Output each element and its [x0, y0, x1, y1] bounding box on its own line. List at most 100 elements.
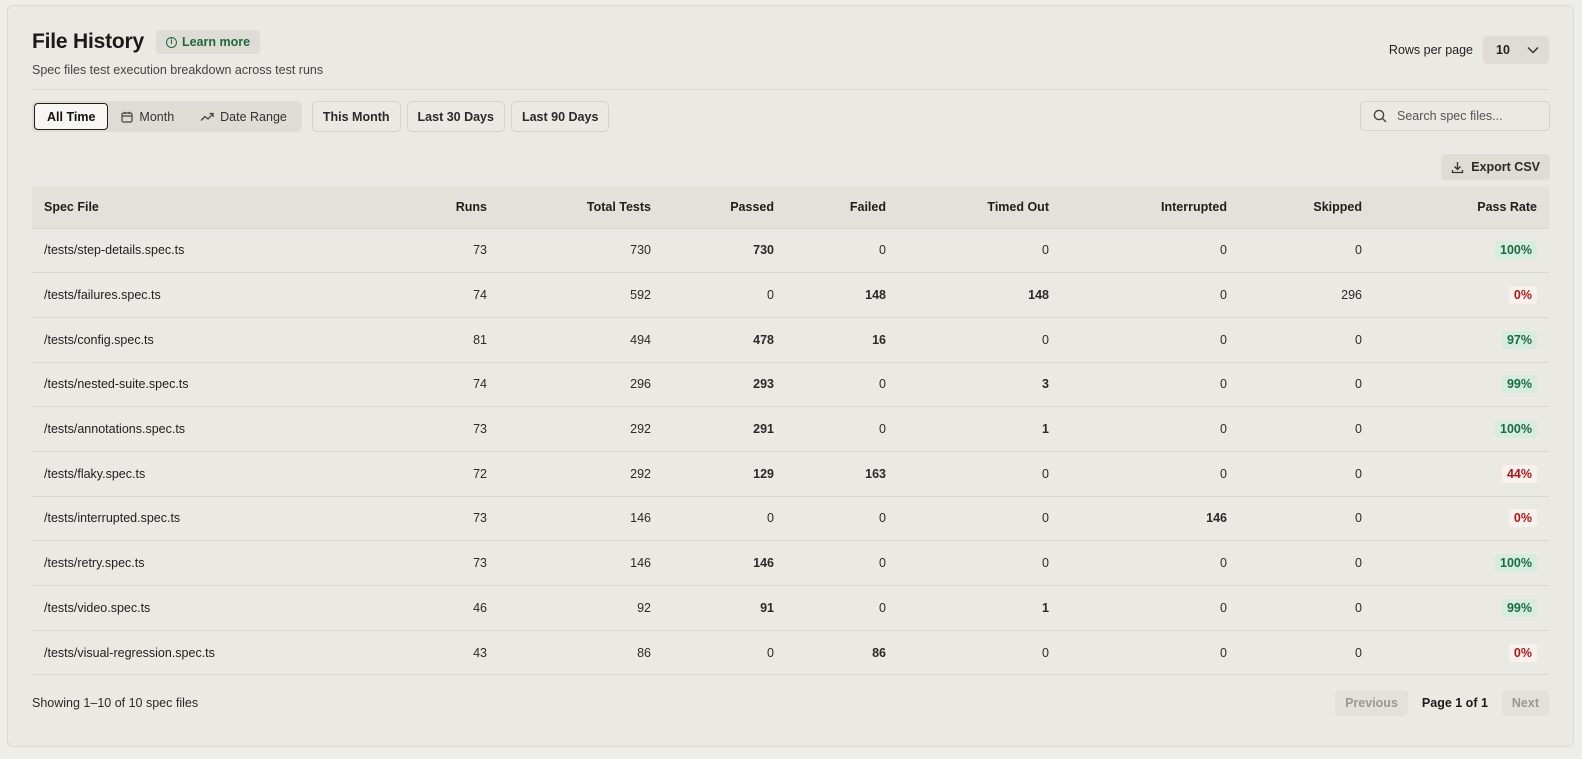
runs-cell: 73	[402, 228, 499, 274]
total-tests-cell: 592	[499, 272, 663, 318]
column-header[interactable]: Skipped	[1239, 187, 1374, 229]
failed-cell: 163	[786, 451, 898, 497]
runs-cell: 73	[402, 496, 499, 542]
calendar-icon	[121, 111, 134, 123]
search-input[interactable]	[1397, 109, 1537, 123]
table-row[interactable]: /tests/step-details.spec.ts 73 730 730 0…	[32, 228, 1549, 274]
table-row[interactable]: /tests/flaky.spec.ts 72 292 129 163 0 0 …	[32, 451, 1549, 497]
info-icon: i	[165, 36, 177, 48]
timed-out-cell: 1	[898, 585, 1061, 631]
pass-rate-cell: 100%	[1374, 228, 1549, 274]
page-subtitle: Spec files test execution breakdown acro…	[32, 63, 324, 77]
passed-cell: 0	[663, 272, 786, 318]
runs-cell: 74	[402, 272, 499, 318]
total-tests-cell: 92	[499, 585, 663, 631]
pass-rate-cell: 97%	[1374, 317, 1549, 363]
failed-cell: 0	[786, 406, 898, 452]
column-header[interactable]: Failed	[786, 187, 898, 229]
page-header: File History i Learn more Spec files tes…	[32, 28, 1549, 88]
spec-files-table: Spec File Runs Total Tests Passed Failed…	[32, 187, 1549, 676]
segment-date-range[interactable]: Date Range	[187, 103, 300, 130]
trend-icon	[200, 112, 214, 121]
timed-out-cell: 0	[898, 496, 1061, 542]
total-tests-cell: 146	[499, 540, 663, 586]
column-header[interactable]: Total Tests	[499, 187, 663, 229]
pass-rate-badge: 99%	[1501, 598, 1537, 617]
segment-all-time-label: All Time	[47, 109, 96, 124]
spec-file-cell: /tests/failures.spec.ts	[32, 272, 402, 318]
table-row[interactable]: /tests/retry.spec.ts 73 146 146 0 0 0 0 …	[32, 540, 1549, 586]
column-header[interactable]: Spec File	[32, 187, 402, 229]
range-segment: All Time Month Date Range	[32, 101, 302, 132]
pass-rate-badge: 97%	[1501, 330, 1537, 349]
download-icon	[1452, 161, 1464, 173]
table-row[interactable]: /tests/interrupted.spec.ts 73 146 0 0 0 …	[32, 496, 1549, 542]
table-row[interactable]: /tests/visual-regression.spec.ts 43 86 0…	[32, 630, 1549, 676]
chip-last-90-days[interactable]: Last 90 Days	[510, 101, 610, 132]
runs-cell: 81	[402, 317, 499, 363]
pass-rate-badge: 44%	[1501, 464, 1537, 483]
time-filters: All Time Month Date Range This Month Las…	[32, 101, 610, 132]
learn-more-button[interactable]: i Learn more	[155, 30, 261, 54]
previous-button[interactable]: Previous	[1335, 690, 1408, 716]
chip-this-month[interactable]: This Month	[311, 101, 401, 132]
export-csv-label: Export CSV	[1471, 160, 1540, 174]
interrupted-cell: 0	[1061, 406, 1239, 452]
interrupted-cell: 0	[1061, 585, 1239, 631]
pass-rate-badge: 100%	[1495, 241, 1537, 260]
pass-rate-cell: 100%	[1374, 540, 1549, 586]
total-tests-cell: 292	[499, 406, 663, 452]
pass-rate-cell: 0%	[1374, 630, 1549, 676]
spec-file-cell: /tests/flaky.spec.ts	[32, 451, 402, 497]
table-row[interactable]: /tests/video.spec.ts 46 92 91 0 1 0 0 99…	[32, 585, 1549, 631]
segment-all-time[interactable]: All Time	[34, 103, 109, 130]
interrupted-cell: 146	[1061, 496, 1239, 542]
pass-rate-badge: 0%	[1508, 643, 1537, 662]
table-row[interactable]: /tests/nested-suite.spec.ts 74 296 293 0…	[32, 362, 1549, 408]
failed-cell: 0	[786, 362, 898, 408]
failed-cell: 0	[786, 540, 898, 586]
runs-cell: 73	[402, 540, 499, 586]
column-header[interactable]: Passed	[663, 187, 786, 229]
segment-month-label: Month	[139, 109, 175, 124]
skipped-cell: 0	[1239, 406, 1374, 452]
chip-last-30-days[interactable]: Last 30 Days	[406, 101, 505, 132]
timed-out-cell: 0	[898, 317, 1061, 363]
interrupted-cell: 0	[1061, 228, 1239, 274]
next-button[interactable]: Next	[1501, 690, 1549, 716]
spec-file-cell: /tests/nested-suite.spec.ts	[32, 362, 402, 408]
search-box	[1360, 101, 1550, 131]
table-row[interactable]: /tests/config.spec.ts 81 494 478 16 0 0 …	[32, 317, 1549, 363]
timed-out-cell: 148	[898, 272, 1061, 318]
skipped-cell: 0	[1239, 362, 1374, 408]
table-footer: Showing 1–10 of 10 spec files Previous P…	[32, 690, 1549, 716]
interrupted-cell: 0	[1061, 451, 1239, 497]
rows-per-page-value: 10	[1496, 43, 1510, 57]
passed-cell: 730	[663, 228, 786, 274]
passed-cell: 91	[663, 585, 786, 631]
total-tests-cell: 730	[499, 228, 663, 274]
column-header[interactable]: Runs	[402, 187, 499, 229]
timed-out-cell: 3	[898, 362, 1061, 408]
learn-more-label: Learn more	[181, 35, 251, 49]
export-csv-button[interactable]: Export CSV	[1441, 154, 1550, 180]
column-header[interactable]: Pass Rate	[1374, 187, 1549, 229]
passed-cell: 129	[663, 451, 786, 497]
spec-file-cell: /tests/interrupted.spec.ts	[32, 496, 402, 542]
passed-cell: 478	[663, 317, 786, 363]
column-header[interactable]: Interrupted	[1061, 187, 1239, 229]
timed-out-cell: 0	[898, 228, 1061, 274]
pass-rate-cell: 44%	[1374, 451, 1549, 497]
runs-cell: 43	[402, 630, 499, 676]
skipped-cell: 0	[1239, 228, 1374, 274]
rows-per-page-select[interactable]: 10	[1483, 36, 1549, 64]
failed-cell: 0	[786, 585, 898, 631]
table-row[interactable]: /tests/failures.spec.ts 74 592 0 148 148…	[32, 272, 1549, 318]
pass-rate-badge: 99%	[1501, 375, 1537, 394]
total-tests-cell: 86	[499, 630, 663, 676]
pass-rate-badge: 100%	[1495, 420, 1537, 439]
failed-cell: 0	[786, 496, 898, 542]
table-row[interactable]: /tests/annotations.spec.ts 73 292 291 0 …	[32, 406, 1549, 452]
column-header[interactable]: Timed Out	[898, 187, 1061, 229]
segment-month[interactable]: Month	[108, 103, 187, 130]
